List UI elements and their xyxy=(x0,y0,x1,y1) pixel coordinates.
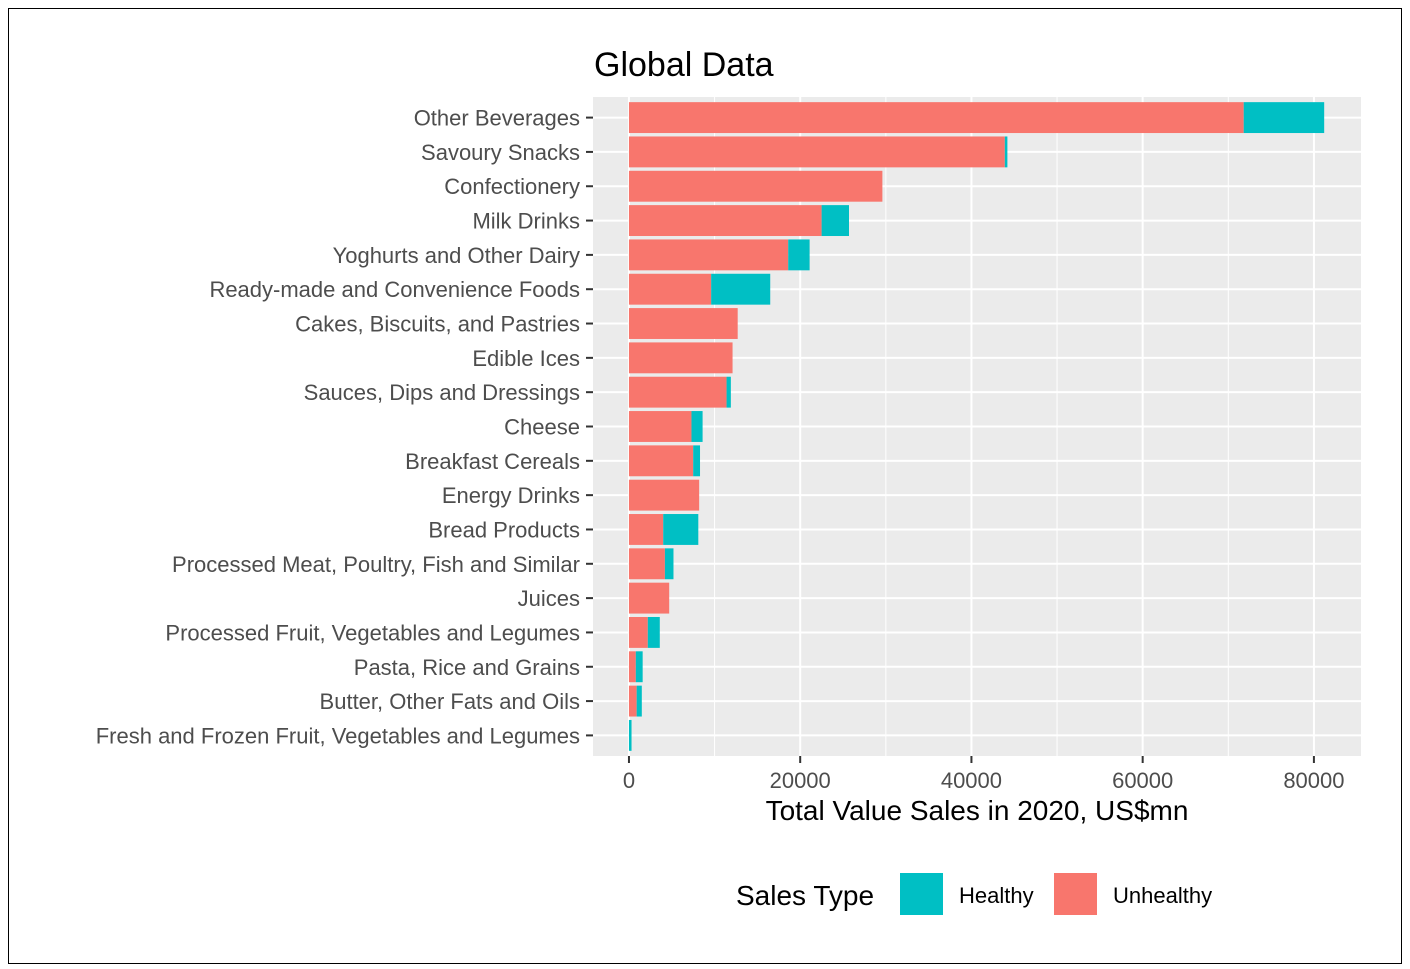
bar-healthy xyxy=(788,239,810,271)
x-tick-label: 60000 xyxy=(1112,768,1173,793)
bar-unhealthy xyxy=(628,651,636,683)
bars xyxy=(628,102,1325,751)
category-label: Breakfast Cereals xyxy=(405,449,580,474)
x-axis-title: Total Value Sales in 2020, US$mn xyxy=(766,795,1189,826)
value-axis: 0 20000 40000 60000 80000 xyxy=(623,756,1345,793)
bar-healthy xyxy=(1004,136,1008,168)
bar-unhealthy xyxy=(628,136,1005,168)
category-label: Bread Products xyxy=(428,517,580,542)
bar-healthy xyxy=(663,514,699,545)
category-label: Processed Fruit, Vegetables and Legumes xyxy=(165,620,580,645)
category-axis: Other Beverages Savoury Snacks Confectione… xyxy=(96,106,593,748)
category-label: Milk Drinks xyxy=(472,209,580,234)
bar-healthy xyxy=(821,205,849,237)
x-tick-label: 20000 xyxy=(770,768,831,793)
bar-unhealthy xyxy=(628,548,665,580)
bar-unhealthy xyxy=(628,342,733,374)
category-label: Juices xyxy=(518,586,580,611)
bar-unhealthy xyxy=(628,514,664,545)
x-tick-label: 40000 xyxy=(941,768,1002,793)
bar-unhealthy xyxy=(628,445,694,477)
bar-unhealthy xyxy=(628,582,670,614)
category-label: Ready-made and Convenience Foods xyxy=(209,277,580,302)
bar-unhealthy xyxy=(628,170,883,202)
category-label: Sauces, Dips and Dressings xyxy=(304,380,580,405)
bar-healthy xyxy=(711,273,771,305)
category-label: Butter, Other Fats and Oils xyxy=(320,689,580,714)
bar-unhealthy xyxy=(628,102,1244,134)
legend-key-healthy xyxy=(900,873,943,915)
bar-healthy xyxy=(628,719,632,751)
legend-label-unhealthy: Unhealthy xyxy=(1113,883,1212,908)
legend: Sales Type Healthy Unhealthy xyxy=(736,873,1212,915)
x-tick-label: 80000 xyxy=(1283,768,1344,793)
chart-title: Global Data xyxy=(594,46,774,84)
category-label: Confectionery xyxy=(444,174,580,199)
category-label: Cakes, Biscuits, and Pastries xyxy=(295,312,580,337)
category-label: Yoghurts and Other Dairy xyxy=(333,243,580,268)
bar-unhealthy xyxy=(628,479,700,511)
bar-healthy xyxy=(636,685,642,717)
figure-border xyxy=(8,8,1402,964)
category-label: Other Beverages xyxy=(414,106,580,131)
category-label: Energy Drinks xyxy=(442,483,580,508)
category-label: Fresh and Frozen Fruit, Vegetables and L… xyxy=(96,723,580,748)
bar-unhealthy xyxy=(628,376,727,408)
bar-healthy xyxy=(1243,102,1325,134)
category-label: Cheese xyxy=(504,415,580,440)
category-label: Processed Meat, Poultry, Fish and Simila… xyxy=(172,552,580,577)
category-label: Edible Ices xyxy=(472,346,580,371)
bar-healthy xyxy=(664,548,674,580)
bar-healthy xyxy=(691,411,703,442)
bar-unhealthy xyxy=(628,685,637,717)
bar-unhealthy xyxy=(628,205,822,237)
bar-unhealthy xyxy=(628,308,738,339)
bar-unhealthy xyxy=(628,616,648,648)
bar-healthy xyxy=(693,445,701,477)
legend-label-healthy: Healthy xyxy=(959,883,1034,908)
category-label: Savoury Snacks xyxy=(421,140,580,165)
legend-key-unhealthy xyxy=(1054,873,1097,915)
bar-healthy xyxy=(726,376,731,408)
bar-healthy xyxy=(635,651,643,683)
bar-healthy xyxy=(647,616,660,648)
bar-unhealthy xyxy=(628,273,712,305)
bar-unhealthy xyxy=(628,239,789,271)
x-tick-label: 0 xyxy=(623,768,635,793)
category-label: Pasta, Rice and Grains xyxy=(354,655,580,680)
bar-unhealthy xyxy=(628,411,692,442)
legend-title: Sales Type xyxy=(736,880,874,911)
